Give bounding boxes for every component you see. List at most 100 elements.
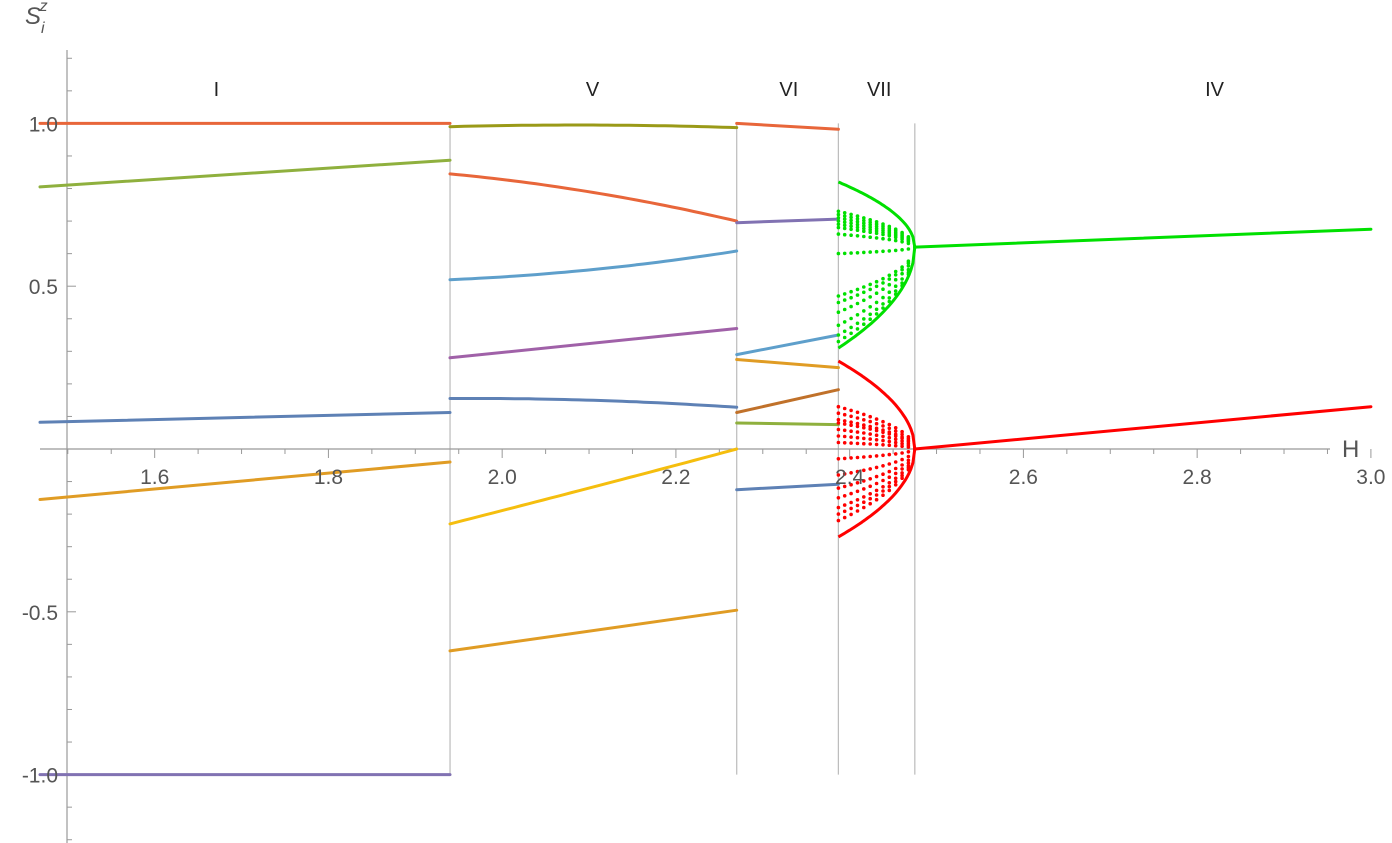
fan-point bbox=[881, 287, 885, 292]
fan-point bbox=[906, 450, 911, 454]
fan-point bbox=[842, 214, 847, 218]
fan-point bbox=[855, 327, 860, 331]
series-line-15 bbox=[735, 358, 840, 370]
fan-point bbox=[862, 250, 866, 255]
fan-point bbox=[874, 421, 879, 426]
fan-point bbox=[893, 479, 898, 484]
y-axis-title: Siz bbox=[25, 0, 48, 37]
fan-point bbox=[900, 439, 904, 443]
fan-point bbox=[836, 300, 841, 305]
series-line-18 bbox=[735, 482, 840, 492]
fan-point bbox=[881, 419, 885, 424]
fan-point bbox=[887, 296, 892, 300]
fan-point bbox=[881, 485, 885, 489]
x-tick-label: 3.0 bbox=[1356, 466, 1385, 489]
fan-point bbox=[893, 426, 898, 430]
fan-point bbox=[887, 290, 892, 295]
fan-point bbox=[887, 435, 892, 440]
fan-point bbox=[849, 331, 853, 336]
fan-point bbox=[836, 310, 841, 315]
fan-point bbox=[836, 518, 841, 523]
fan-point bbox=[868, 437, 872, 441]
fan-point bbox=[900, 457, 904, 462]
fan-point bbox=[836, 222, 841, 227]
fan-point bbox=[881, 276, 885, 281]
fan-point bbox=[836, 427, 841, 432]
fan-point bbox=[836, 323, 841, 328]
fan-point bbox=[887, 432, 892, 436]
fan-point bbox=[887, 481, 892, 485]
fan-point bbox=[862, 418, 866, 422]
fan-point bbox=[842, 412, 847, 417]
fan-point bbox=[893, 437, 898, 442]
fan-point bbox=[855, 301, 860, 306]
fan-point bbox=[893, 235, 898, 240]
fan-point bbox=[836, 404, 841, 409]
fan-point bbox=[881, 302, 885, 306]
fan-point bbox=[862, 309, 866, 313]
fan-point bbox=[836, 496, 841, 500]
fan-point bbox=[868, 230, 872, 234]
fan-point bbox=[874, 465, 879, 470]
fan-point bbox=[881, 281, 885, 285]
fan-point bbox=[874, 312, 879, 316]
fan-point bbox=[874, 231, 879, 236]
fan-point bbox=[881, 464, 885, 468]
fan-point bbox=[874, 428, 879, 433]
fan-point bbox=[868, 427, 872, 431]
fan-point bbox=[906, 261, 911, 265]
fan-point bbox=[862, 500, 866, 505]
fan-point bbox=[855, 287, 860, 292]
axes bbox=[40, 50, 1372, 843]
fan-point bbox=[855, 481, 860, 485]
fan-point bbox=[900, 429, 904, 434]
fan-point bbox=[906, 461, 911, 465]
fan-point bbox=[874, 417, 879, 421]
fan-point bbox=[862, 229, 866, 233]
fan-point bbox=[862, 234, 866, 239]
fan-point bbox=[906, 264, 911, 268]
fan-point bbox=[855, 421, 860, 426]
fan-point bbox=[842, 329, 847, 334]
fan-point bbox=[855, 489, 860, 494]
fan-point bbox=[874, 481, 879, 486]
series-line-11 bbox=[448, 608, 739, 653]
region-label: VII bbox=[867, 79, 891, 101]
fan-point bbox=[893, 466, 898, 471]
fan-point bbox=[849, 423, 853, 428]
fan-point bbox=[836, 512, 841, 516]
fan-point bbox=[868, 424, 872, 429]
fan-point bbox=[842, 494, 847, 498]
fan-point bbox=[842, 220, 847, 224]
fan-point bbox=[849, 471, 853, 475]
region-label: VI bbox=[779, 79, 798, 101]
fan-point bbox=[881, 236, 885, 241]
fan-point bbox=[862, 479, 866, 483]
fan-point bbox=[868, 287, 872, 292]
fan-point bbox=[862, 226, 866, 231]
fan-point bbox=[849, 491, 853, 496]
fan-point bbox=[842, 217, 847, 221]
fan-point bbox=[836, 219, 841, 223]
series-line-1 bbox=[38, 158, 452, 189]
fan-point bbox=[842, 422, 847, 426]
fan-point bbox=[855, 251, 860, 255]
fan-point bbox=[887, 462, 892, 466]
fan-point bbox=[868, 484, 872, 489]
fan-point bbox=[855, 219, 860, 224]
y-axis-title-sup: z bbox=[39, 0, 48, 15]
fan-point bbox=[849, 408, 853, 413]
fan-point bbox=[842, 503, 847, 507]
fan-point bbox=[887, 249, 892, 253]
fan-point bbox=[900, 265, 904, 269]
fan-point bbox=[836, 216, 841, 220]
fan-point bbox=[862, 431, 866, 435]
fan-point bbox=[862, 425, 866, 430]
fan-curve bbox=[837, 246, 917, 350]
fan-point bbox=[849, 215, 853, 220]
fan-point bbox=[900, 471, 904, 475]
fan-point bbox=[887, 422, 892, 427]
fan-point bbox=[887, 282, 892, 287]
fan-point bbox=[842, 298, 847, 302]
fan-point bbox=[881, 424, 885, 428]
